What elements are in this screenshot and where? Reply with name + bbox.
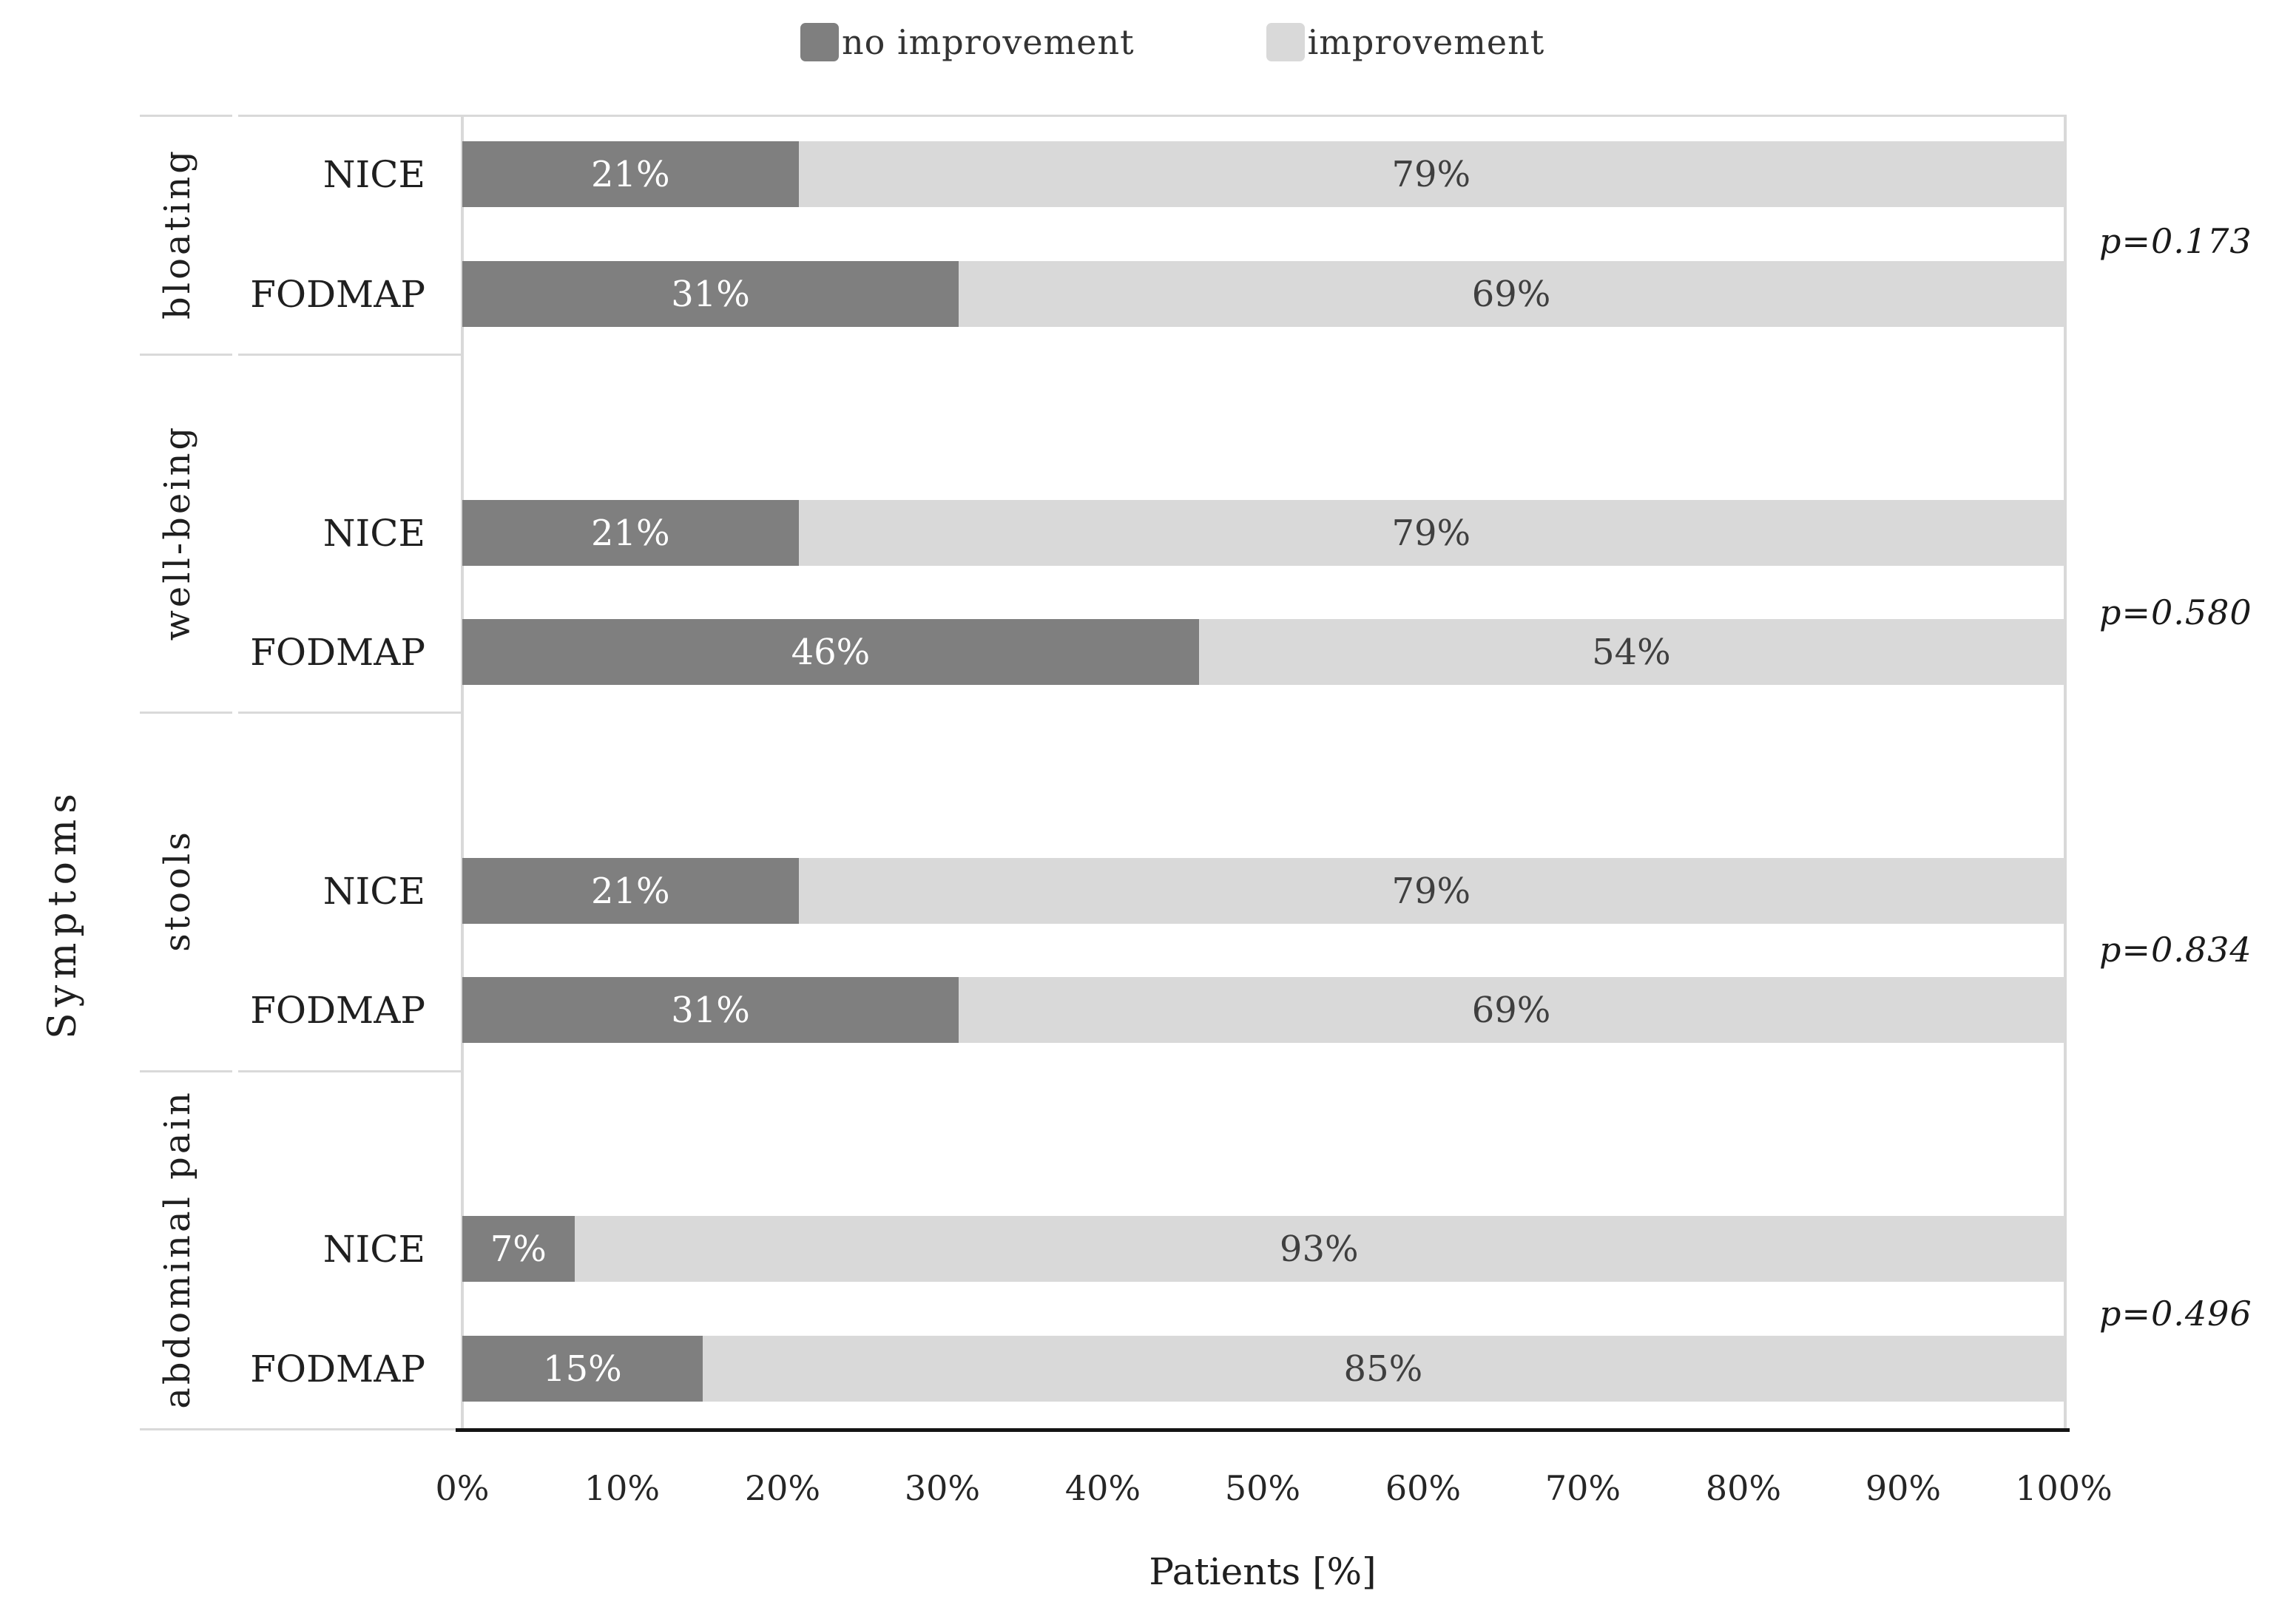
- segment-no-improvement: 7%: [462, 1216, 575, 1282]
- bar-value-label: 31%: [671, 273, 750, 315]
- legend-item-no-improvement: no improvement: [800, 22, 1135, 62]
- p-value-bloating: p=0.173: [2099, 221, 2252, 261]
- segment-no-improvement: 31%: [462, 977, 959, 1043]
- separator-wellbeing-stools-a: [140, 712, 232, 714]
- category-label-stools: stools: [157, 829, 198, 952]
- bar-value-label: 85%: [1343, 1348, 1423, 1390]
- x-tick-50: 50%: [1224, 1468, 1301, 1508]
- segment-no-improvement: 15%: [462, 1336, 703, 1402]
- series-label-bloating-fodmap: FODMAP: [250, 273, 425, 316]
- bar-bloating-nice: 21% 79%: [462, 141, 2064, 207]
- segment-no-improvement: 31%: [462, 261, 959, 327]
- segment-no-improvement: 46%: [462, 619, 1199, 685]
- segment-no-improvement: 21%: [462, 141, 799, 207]
- gutter-bottom-border: [140, 1428, 456, 1430]
- y-axis-line: [461, 115, 464, 1432]
- bar-value-label: 69%: [1471, 989, 1551, 1031]
- bar-value-label: 93%: [1279, 1228, 1359, 1270]
- segment-improvement: 54%: [1198, 619, 2064, 685]
- p-value-wellbeing: p=0.580: [2099, 592, 2252, 632]
- bar-value-label: 69%: [1471, 273, 1551, 315]
- legend-swatch-no-improvement: [800, 23, 839, 61]
- plot-top-border: [238, 115, 2067, 117]
- category-label-bloating: bloating: [157, 148, 198, 320]
- bar-value-label: 21%: [590, 512, 670, 554]
- x-axis-title: Patients [%]: [1149, 1550, 1377, 1593]
- segment-improvement: 79%: [798, 500, 2064, 566]
- segment-improvement: 93%: [574, 1216, 2064, 1282]
- bar-value-label: 79%: [1391, 153, 1471, 195]
- p-value-stools: p=0.834: [2099, 930, 2252, 970]
- x-tick-60: 60%: [1385, 1468, 1462, 1508]
- bar-value-label: 79%: [1391, 512, 1471, 554]
- plot-top-border-left: [140, 115, 232, 117]
- segment-improvement: 79%: [798, 141, 2064, 207]
- bar-value-label: 21%: [590, 153, 670, 195]
- bar-abdominalpain-fodmap: 15% 85%: [462, 1336, 2064, 1402]
- legend-item-improvement: improvement: [1266, 22, 1545, 62]
- segment-improvement: 79%: [798, 858, 2064, 924]
- series-label-stools-nice: NICE: [323, 870, 425, 913]
- separator-wellbeing-stools-b: [238, 712, 464, 714]
- bar-stools-nice: 21% 79%: [462, 858, 2064, 924]
- x-axis-line: [456, 1428, 2070, 1432]
- segment-no-improvement: 21%: [462, 500, 799, 566]
- x-tick-70: 70%: [1544, 1468, 1621, 1508]
- series-label-wellbeing-nice: NICE: [323, 512, 425, 555]
- series-label-abdominalpain-fodmap: FODMAP: [250, 1348, 425, 1390]
- segment-improvement: 69%: [959, 977, 2064, 1043]
- bar-value-label: 54%: [1592, 631, 1671, 673]
- category-label-wellbeing: well-being: [157, 424, 198, 641]
- series-label-stools-fodmap: FODMAP: [250, 989, 425, 1032]
- bar-abdominalpain-nice: 7% 93%: [462, 1216, 2064, 1282]
- segment-improvement: 69%: [959, 261, 2064, 327]
- separator-stools-abdominalpain-b: [238, 1070, 464, 1072]
- x-tick-10: 10%: [584, 1468, 661, 1508]
- plot-right-border: [2064, 115, 2067, 1428]
- legend: no improvement improvement: [800, 22, 1544, 62]
- bar-value-label: 7%: [490, 1228, 547, 1270]
- segment-no-improvement: 21%: [462, 858, 799, 924]
- legend-label-no-improvement: no improvement: [842, 22, 1135, 62]
- p-value-abdominalpain: p=0.496: [2099, 1294, 2252, 1334]
- bar-wellbeing-fodmap: 46% 54%: [462, 619, 2064, 685]
- x-tick-100: 100%: [2015, 1468, 2113, 1508]
- bar-value-label: 46%: [791, 631, 871, 673]
- category-label-abdominalpain: abdominal pain: [157, 1089, 198, 1409]
- segment-improvement: 85%: [702, 1336, 2064, 1402]
- bar-wellbeing-nice: 21% 79%: [462, 500, 2064, 566]
- y-axis-title: Symptoms: [41, 788, 85, 1039]
- x-tick-80: 80%: [1705, 1468, 1782, 1508]
- separator-bloating-wellbeing-b: [238, 354, 464, 356]
- x-tick-20: 20%: [744, 1468, 821, 1508]
- bar-value-label: 15%: [543, 1348, 622, 1390]
- separator-stools-abdominalpain-a: [140, 1070, 232, 1072]
- x-tick-40: 40%: [1064, 1468, 1141, 1508]
- bar-bloating-fodmap: 31% 69%: [462, 261, 2064, 327]
- series-label-bloating-nice: NICE: [323, 153, 425, 196]
- legend-swatch-improvement: [1266, 23, 1305, 61]
- x-tick-30: 30%: [904, 1468, 981, 1508]
- x-tick-0: 0%: [435, 1468, 490, 1508]
- legend-label-improvement: improvement: [1307, 22, 1545, 62]
- x-tick-90: 90%: [1865, 1468, 1942, 1508]
- bar-value-label: 79%: [1391, 870, 1471, 912]
- series-label-abdominalpain-nice: NICE: [323, 1228, 425, 1271]
- series-label-wellbeing-fodmap: FODMAP: [250, 631, 425, 674]
- bar-stools-fodmap: 31% 69%: [462, 977, 2064, 1043]
- bar-value-label: 21%: [590, 870, 670, 912]
- bar-value-label: 31%: [671, 989, 750, 1031]
- separator-bloating-wellbeing-a: [140, 354, 232, 356]
